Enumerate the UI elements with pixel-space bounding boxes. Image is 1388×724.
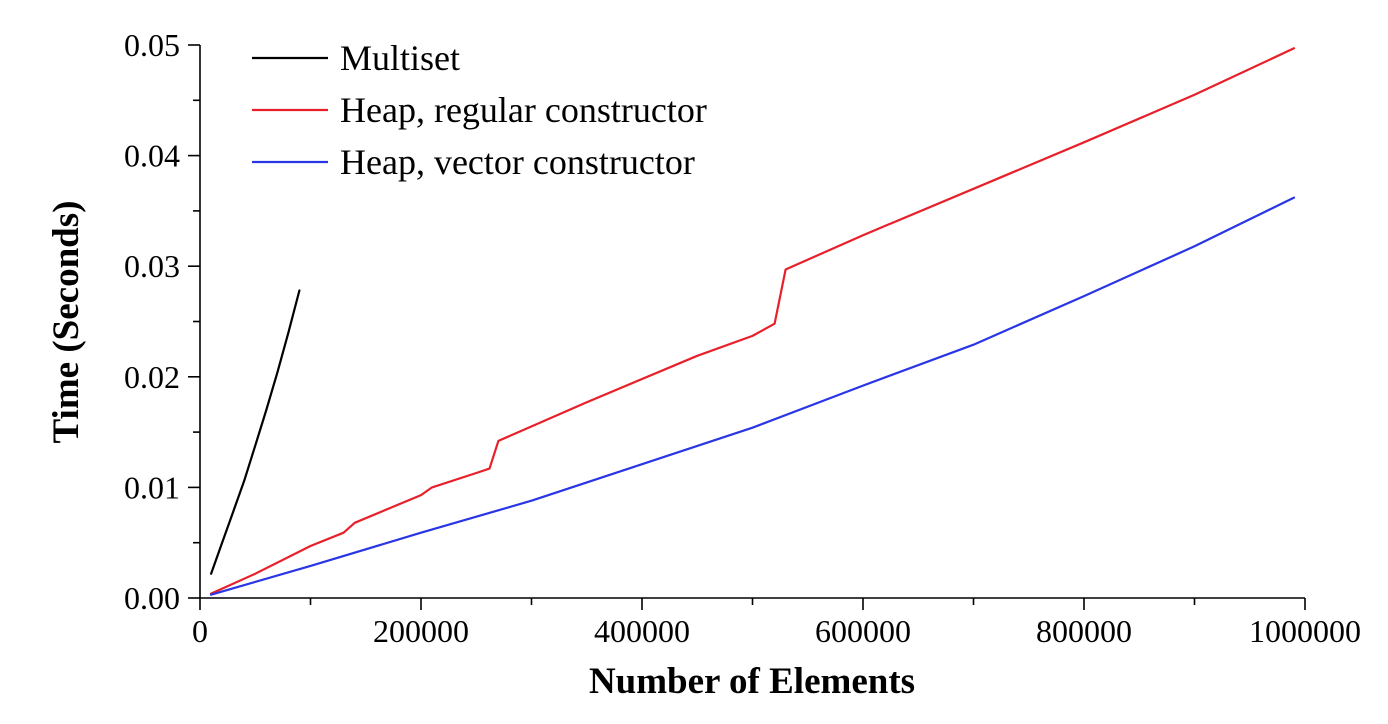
y-axis-title: Time (Seconds) xyxy=(46,201,87,444)
x-tick-label: 1000000 xyxy=(1249,613,1361,649)
y-tick-label: 0.03 xyxy=(124,248,180,284)
x-axis-title: Number of Elements xyxy=(589,661,915,702)
x-tick-label: 0 xyxy=(192,613,208,649)
y-ticks: 0.00 0.01 0.02 0.03 0.04 0.05 xyxy=(124,27,200,616)
y-tick-label: 0.02 xyxy=(124,359,180,395)
series-line-2 xyxy=(211,198,1294,595)
x-ticks: 0 200000 400000 600000 800000 1000000 xyxy=(192,598,1361,649)
y-tick-label: 0.05 xyxy=(124,27,180,63)
x-tick-label: 200000 xyxy=(373,613,469,649)
x-tick-label: 600000 xyxy=(815,613,911,649)
y-tick-label: 0.00 xyxy=(124,580,180,616)
series-line-0 xyxy=(211,291,299,574)
legend-label-0: Multiset xyxy=(340,38,460,78)
y-tick-label: 0.04 xyxy=(124,138,180,174)
y-tick-label: 0.01 xyxy=(124,469,180,505)
plot-area xyxy=(211,48,1294,594)
legend: Multiset Heap, regular constructor Heap, v… xyxy=(252,38,707,182)
x-tick-label: 400000 xyxy=(594,613,690,649)
series-line-1 xyxy=(211,48,1294,593)
legend-label-2: Heap, vector constructor xyxy=(340,142,695,182)
x-tick-label: 800000 xyxy=(1036,613,1132,649)
legend-label-1: Heap, regular constructor xyxy=(340,90,707,130)
